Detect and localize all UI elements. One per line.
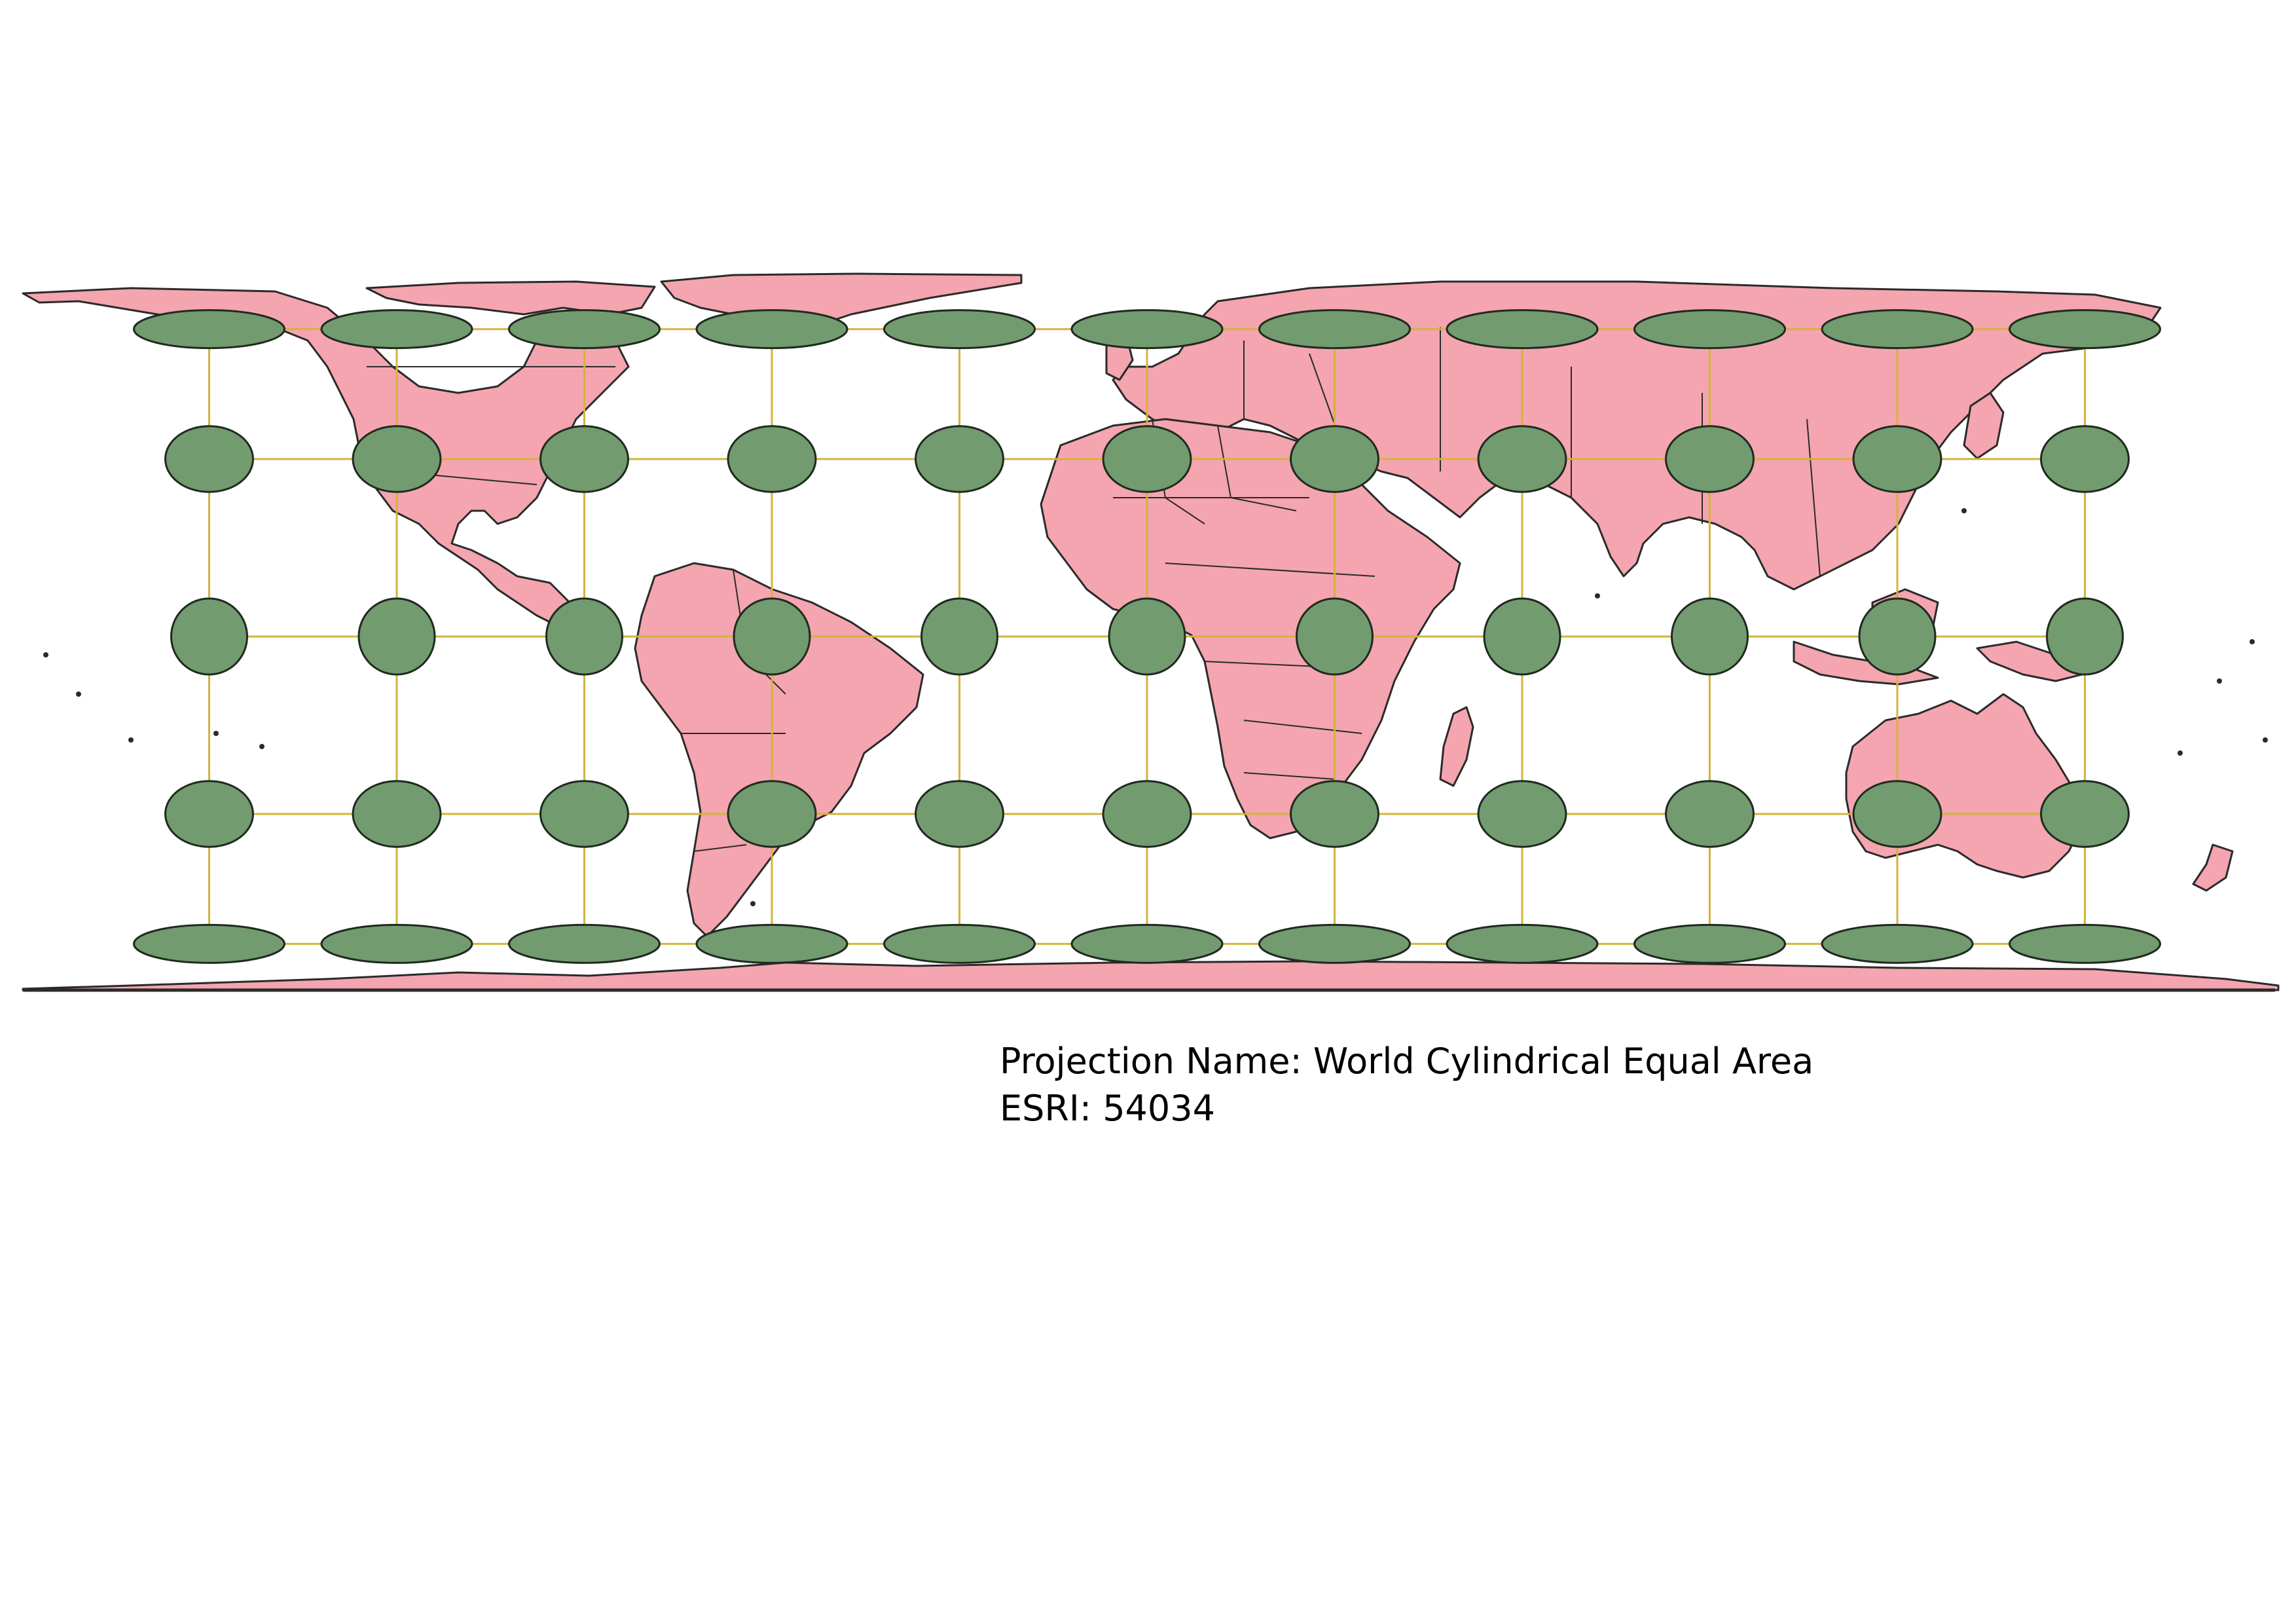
tissot-ellipse — [170, 597, 248, 676]
tissot-ellipse — [733, 597, 811, 676]
islet — [2178, 750, 2183, 756]
tissot-ellipse — [1296, 597, 1374, 676]
tissot-ellipse — [920, 597, 998, 676]
tissot-ellipse — [508, 309, 661, 350]
tissot-ellipse — [1852, 780, 1942, 848]
tissot-ellipse — [1446, 923, 1599, 964]
map-caption: Projection Name: World Cylindrical Equal… — [1000, 1038, 1813, 1132]
tissot-ellipse — [352, 425, 442, 493]
south-america — [634, 562, 924, 938]
canadian-arctic — [365, 280, 656, 316]
tissot-ellipse — [915, 425, 1004, 493]
tissot-ellipse — [1446, 309, 1599, 350]
tissot-ellipse — [1633, 309, 1786, 350]
tissot-ellipse — [1665, 425, 1755, 493]
tissot-ellipse — [1477, 780, 1567, 848]
tissot-ellipse — [883, 309, 1036, 350]
tissot-ellipse — [539, 425, 629, 493]
tissot-ellipse — [1070, 923, 1224, 964]
tissot-ellipse — [133, 923, 285, 964]
islet — [2263, 737, 2268, 743]
tissot-indicatrix — [133, 309, 2161, 964]
tissot-ellipse — [357, 597, 436, 676]
islet-markers — [43, 508, 2268, 906]
antarctica — [22, 960, 2280, 991]
projection-name-label: Projection Name: World Cylindrical Equal… — [1000, 1041, 1814, 1082]
tissot-ellipse — [1633, 923, 1786, 964]
islet — [128, 737, 134, 743]
islet — [750, 901, 756, 906]
tissot-ellipse — [164, 780, 254, 848]
islet — [2250, 639, 2255, 644]
tissot-ellipse — [695, 309, 848, 350]
tissot-ellipse — [1102, 780, 1192, 848]
tissot-ellipse — [320, 309, 473, 350]
japan — [1963, 392, 2005, 460]
tissot-ellipse — [1483, 597, 1561, 676]
tissot-ellipse — [539, 780, 629, 848]
tissot-ellipse — [508, 923, 661, 964]
tissot-ellipse — [2040, 425, 2130, 493]
tissot-ellipse — [1477, 425, 1567, 493]
islet — [1961, 508, 1967, 513]
tissot-ellipse — [545, 597, 623, 676]
new-guinea — [1976, 640, 2083, 682]
africa — [1040, 418, 1461, 840]
tissot-ellipse — [1290, 425, 1379, 493]
tissot-ellipse — [1821, 309, 1974, 350]
tissot-ellipse — [1852, 425, 1942, 493]
tissot-ellipse — [2009, 309, 2161, 350]
tissot-ellipse — [1258, 923, 1411, 964]
tissot-ellipse — [727, 425, 817, 493]
tissot-ellipse — [915, 780, 1004, 848]
tissot-ellipse — [1102, 425, 1192, 493]
tissot-ellipse — [1108, 597, 1186, 676]
islet — [259, 744, 264, 749]
tissot-ellipse — [1070, 309, 1224, 350]
tissot-ellipse — [1821, 923, 1974, 964]
tissot-ellipse — [2009, 923, 2161, 964]
tissot-ellipse — [1258, 309, 1411, 350]
islet — [76, 692, 81, 697]
tissot-ellipse — [320, 923, 473, 964]
esri-code-label: ESRI: 54034 — [1000, 1088, 1215, 1129]
islet — [43, 652, 48, 657]
tissot-ellipse — [1671, 597, 1749, 676]
new-zealand — [2192, 843, 2234, 892]
islet — [1595, 593, 1600, 599]
tissot-ellipse — [727, 780, 817, 848]
islet — [213, 731, 219, 736]
tissot-ellipse — [1290, 780, 1379, 848]
tissot-ellipse — [133, 309, 285, 350]
tissot-ellipse — [2046, 597, 2124, 676]
tissot-ellipse — [1858, 597, 1937, 676]
tissot-ellipse — [883, 923, 1036, 964]
tissot-ellipse — [164, 425, 254, 493]
tissot-ellipse — [352, 780, 442, 848]
madagascar — [1439, 706, 1474, 787]
islet — [2217, 678, 2222, 684]
tissot-ellipse — [2040, 780, 2130, 848]
tissot-ellipse — [695, 923, 848, 964]
tissot-ellipse — [1665, 780, 1755, 848]
